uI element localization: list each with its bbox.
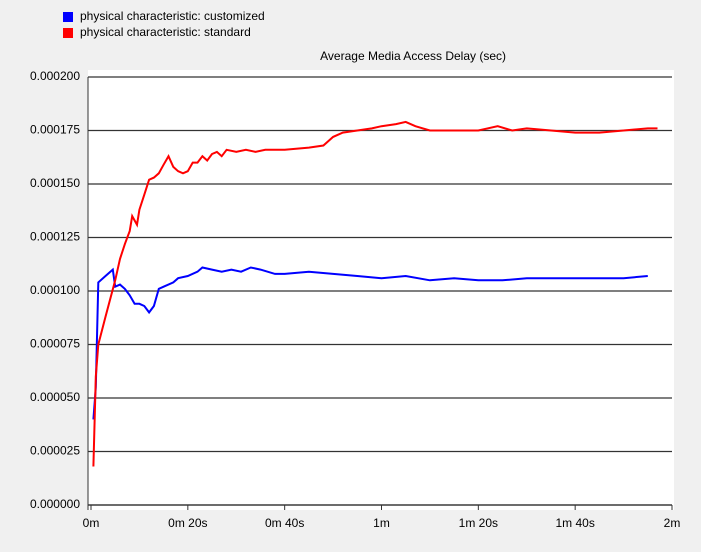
legend-label: physical characteristic: customized	[80, 9, 265, 23]
x-tick-label: 0m	[83, 516, 100, 530]
legend-swatch	[63, 12, 73, 22]
x-tick-label: 1m	[373, 516, 390, 530]
chart-title: Average Media Access Delay (sec)	[320, 49, 506, 63]
y-tick-label: 0.000050	[30, 390, 80, 404]
y-tick-label: 0.000000	[30, 497, 80, 511]
x-tick-label: 1m 20s	[459, 516, 498, 530]
series-line	[92, 266, 648, 420]
plot-area	[88, 70, 674, 510]
y-tick-label: 0.000125	[30, 230, 80, 244]
y-tick-label: 0.000025	[30, 444, 80, 458]
y-tick-label: 0.000200	[30, 69, 80, 83]
x-tick-label: 1m 40s	[555, 516, 594, 530]
series-line	[92, 120, 658, 467]
x-tick-label: 0m 40s	[265, 516, 304, 530]
y-tick-label: 0.000100	[30, 283, 80, 297]
y-tick-label: 0.000175	[30, 123, 80, 137]
y-tick-label: 0.000075	[30, 337, 80, 351]
y-tick-label: 0.000150	[30, 176, 80, 190]
x-tick-label: 0m 20s	[168, 516, 207, 530]
x-tick-label: 2m	[664, 516, 681, 530]
legend-swatch	[63, 28, 73, 38]
legend-label: physical characteristic: standard	[80, 25, 251, 39]
